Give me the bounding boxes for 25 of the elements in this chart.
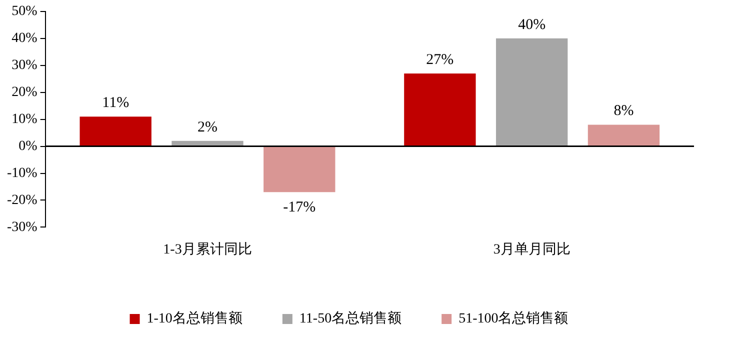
y-tick-label: -10% [6,166,38,181]
y-tick-label: 50% [12,4,38,20]
bar [264,146,336,192]
data-label: 11% [102,95,130,112]
bar [80,116,152,146]
y-tick-label: 10% [12,112,38,127]
legend-label: 11-50名总销售额 [299,310,402,327]
y-tick-label: -30% [6,220,38,235]
bar [404,73,476,146]
legend-label: 51-100名总销售额 [458,310,568,327]
y-tick-label: 40% [12,31,38,46]
data-label: 27% [426,52,454,68]
legend-label: 1-10名总销售额 [146,310,242,327]
data-label: 2% [197,119,218,136]
bar [588,124,660,146]
y-tick-label: -20% [6,192,38,208]
bar [496,38,568,146]
data-label: -17% [283,200,316,216]
data-label: 40% [518,16,546,33]
data-label: 8% [614,103,634,120]
y-tick-label: 20% [12,84,38,100]
x-tick-label: 1-3月累计同比 [163,241,252,258]
y-tick-label: 0% [18,138,38,154]
y-tick-label: 30% [12,58,38,74]
x-tick-label: 3月单月同比 [493,241,570,258]
